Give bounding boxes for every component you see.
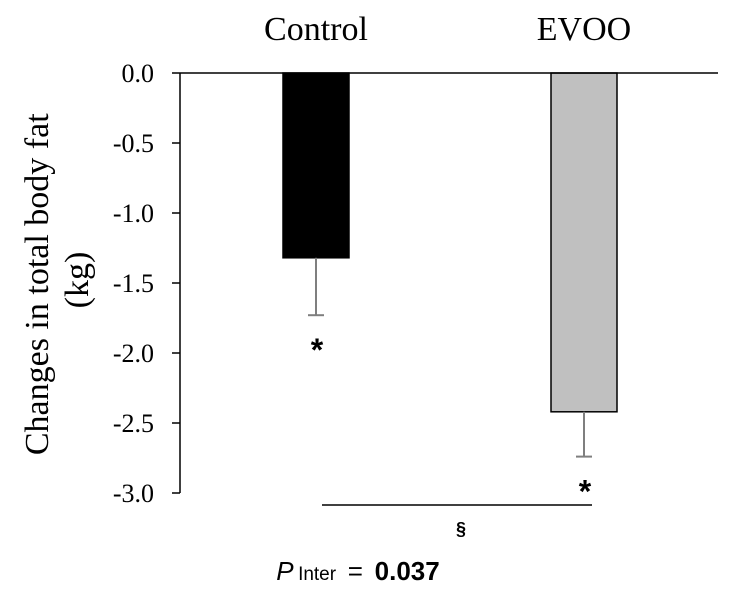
y-tick-label: 0.0 <box>122 59 155 88</box>
significance-asterisk: * <box>311 332 324 368</box>
bar-control <box>282 72 350 259</box>
y-tick-label: -1.5 <box>113 269 154 298</box>
y-axis-title-line1: Changes in total body fat <box>19 113 56 455</box>
y-tick-label: -0.5 <box>113 129 154 158</box>
comparison-symbol: § <box>456 519 466 539</box>
category-label: EVOO <box>537 11 631 48</box>
bars <box>282 72 618 413</box>
y-axis-title: Changes in total body fat (kg) <box>19 105 96 455</box>
category-label: Control <box>264 11 368 48</box>
bar-evoo <box>550 72 618 413</box>
y-axis-ticks: 0.0 -0.5 -1.0 -1.5 -2.0 -2.5 -3.0 <box>113 59 180 508</box>
y-tick-label: -1.0 <box>113 199 154 228</box>
p-value: 0.037 <box>375 556 440 586</box>
p-subscript: Inter <box>298 564 337 585</box>
y-tick-label: -2.0 <box>113 339 154 368</box>
y-axis-title-line2: (kg) <box>59 252 96 309</box>
p-equals: = <box>341 556 371 586</box>
p-label: P <box>276 556 294 586</box>
p-interaction-label: P Inter = 0.037 <box>276 556 439 586</box>
error-bars <box>308 257 592 458</box>
significance-markers: ** <box>311 332 592 509</box>
category-labels: Control EVOO <box>264 11 631 48</box>
y-tick-label: -2.5 <box>113 409 154 438</box>
y-tick-label: -3.0 <box>113 479 154 508</box>
significance-asterisk: * <box>579 474 592 510</box>
